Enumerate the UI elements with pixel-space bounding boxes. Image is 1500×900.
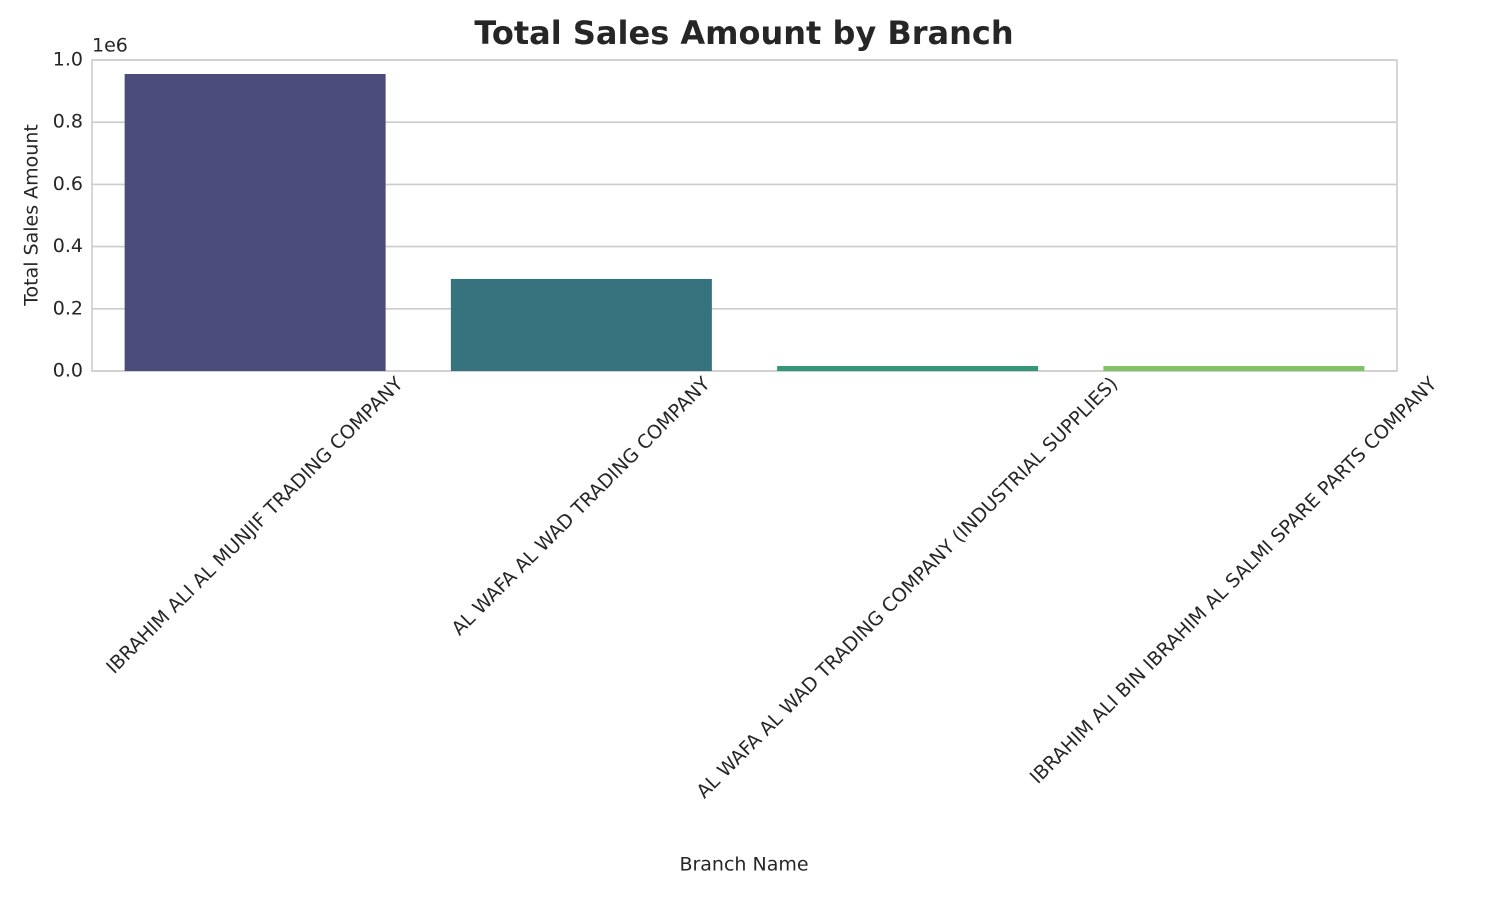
y-offset-label: 1e6 — [92, 35, 128, 57]
y-tick-label: 0.8 — [53, 111, 83, 133]
plot-frame — [91, 59, 1398, 372]
y-tick-label: 1.0 — [53, 49, 83, 71]
x-tick-label: AL WAFA AL WAD TRADING COMPANY (INDUSTRI… — [692, 373, 1122, 803]
y-tick-label: 0.2 — [53, 297, 83, 319]
y-axis-label: Total Sales Amount — [21, 124, 43, 307]
bar — [1103, 366, 1365, 371]
y-tick-label: 0.0 — [53, 360, 83, 382]
x-tick-label: IBRAHIM ALI AL MUNJIF TRADING COMPANY — [102, 373, 408, 679]
y-tick-label: 0.4 — [53, 235, 83, 257]
chart-title: Total Sales Amount by Branch — [474, 14, 1013, 52]
bar — [777, 366, 1039, 371]
x-axis-label: Branch Name — [679, 854, 808, 876]
x-tick-label: AL WAFA AL WAD TRADING COMPANY — [448, 373, 715, 640]
x-tick-label: IBRAHIM ALI BIN IBRAHIM AL SALMI SPARE P… — [1026, 373, 1442, 789]
bar — [124, 73, 386, 372]
bar — [450, 278, 712, 371]
y-tick-label: 0.6 — [53, 173, 83, 195]
